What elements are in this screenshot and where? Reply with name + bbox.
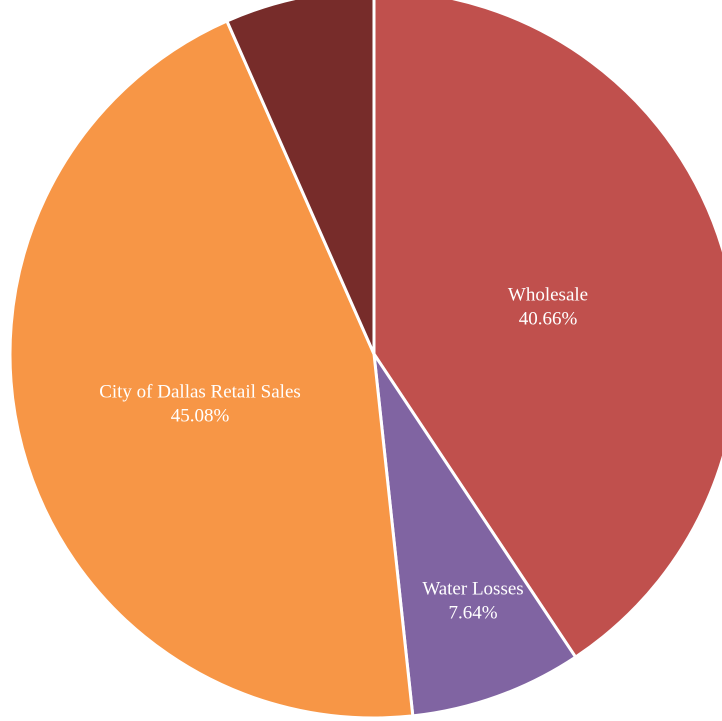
pie-slice: [372, 0, 722, 659]
slice-label: City of Dallas Retail Sales: [99, 381, 301, 402]
slice-label: Wholesale: [508, 284, 588, 305]
slice-label: Water Losses: [422, 578, 523, 599]
pie-slice: [8, 19, 415, 720]
slice-value-label: 6.62%: [275, 0, 324, 3]
slice-value-label: 45.08%: [171, 405, 230, 426]
pie-slice: [372, 352, 578, 718]
slice-value-label: 40.66%: [519, 308, 578, 329]
pie-slice: [225, 0, 376, 356]
slice-value-label: 7.64%: [448, 602, 497, 623]
